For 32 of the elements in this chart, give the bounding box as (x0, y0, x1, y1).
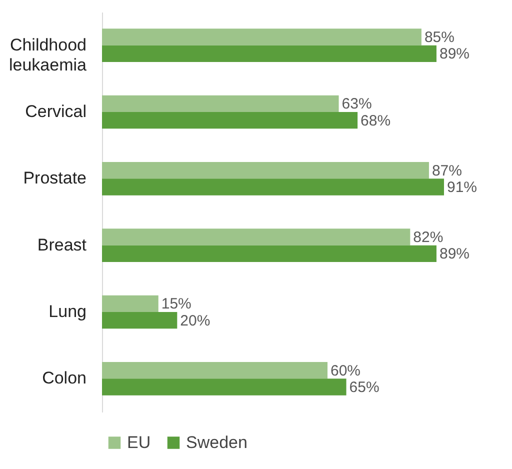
legend-label: Sweden (186, 432, 248, 452)
data-label: 20% (180, 312, 210, 330)
bar (102, 228, 410, 246)
data-label: 82% (413, 229, 444, 246)
y-tick-label: Lung (48, 302, 86, 321)
bar (102, 45, 436, 62)
data-label: 87% (432, 162, 462, 180)
bar (102, 95, 339, 112)
data-label: 63% (342, 96, 372, 113)
data-label: 89% (439, 246, 470, 263)
bar (102, 312, 178, 329)
data-label: 15% (161, 296, 192, 313)
y-tick-label: Cervical (25, 102, 86, 121)
legend-label: EU (127, 432, 151, 452)
data-label: 91% (447, 179, 478, 196)
bar (102, 178, 444, 196)
bar (102, 162, 429, 179)
data-label: 68% (360, 112, 391, 130)
y-tick-label: Breast (37, 235, 87, 254)
y-tick-label: Colon (42, 368, 86, 388)
bar (102, 362, 328, 379)
bar (102, 112, 358, 129)
y-tick-label: Prostate (23, 168, 86, 188)
y-tick-label: Childhood leukaemia (9, 35, 88, 74)
bar (102, 28, 422, 46)
data-label: 89% (439, 46, 470, 63)
data-label: 65% (349, 379, 380, 396)
bar (102, 245, 436, 262)
data-label: 60% (330, 362, 361, 380)
bar (102, 295, 158, 312)
bar (102, 378, 346, 396)
data-label: 85% (424, 29, 454, 46)
